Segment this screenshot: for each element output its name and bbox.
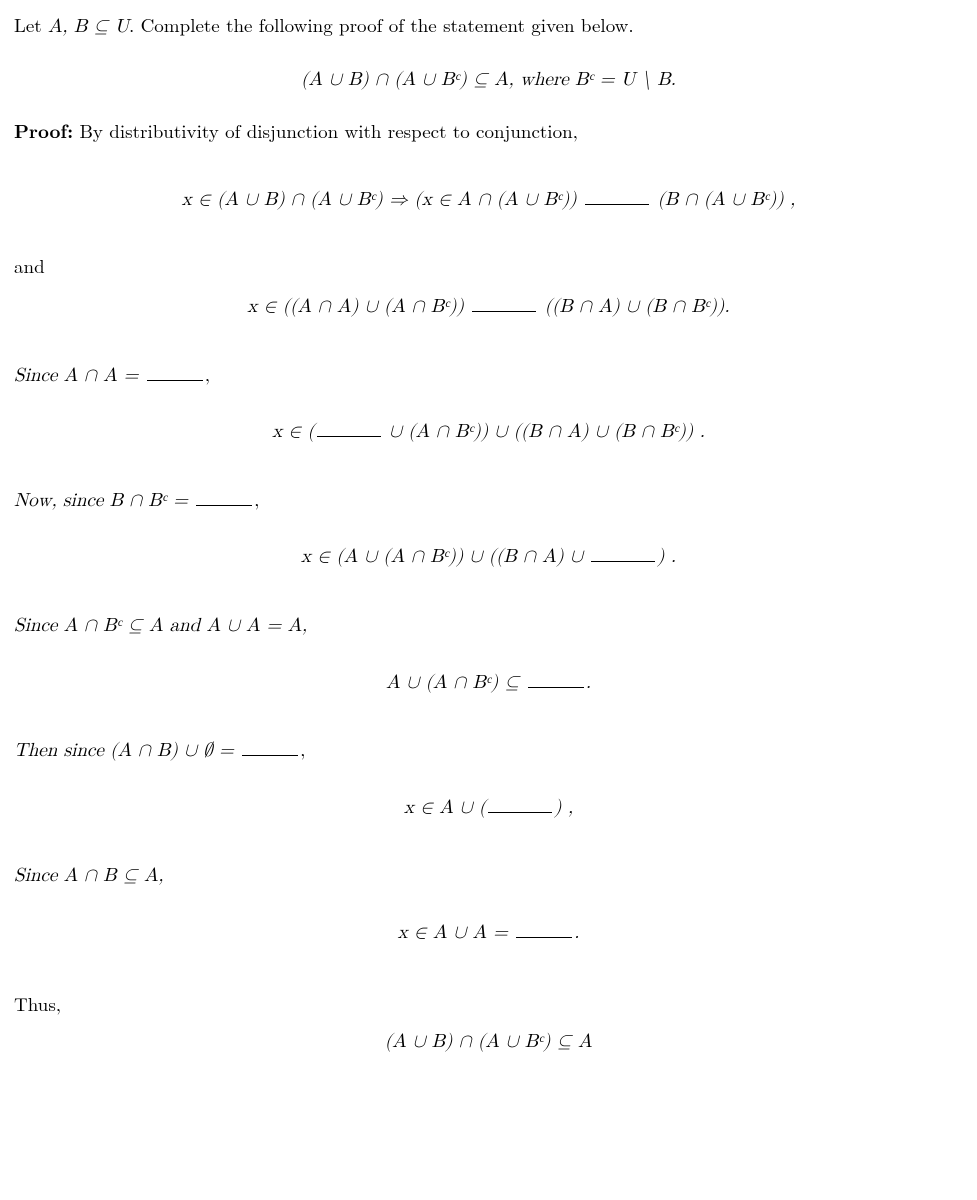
since1-prefix: Since A ∩ A = xyxy=(14,366,145,385)
proof-line-3: x ∈ ( ∪ (A ∩ Bᶜ)) ∪ ((B ∩ A) ∪ (B ∩ Bᶜ))… xyxy=(14,417,963,446)
statement-formula: (A ∪ B) ∩ (A ∪ Bᶜ) ⊆ A, where Bᶜ = U \ B… xyxy=(301,70,676,89)
blank-10[interactable] xyxy=(516,919,572,938)
intro-prefix: Let xyxy=(14,11,48,38)
proof-line-4: x ∈ (A ∪ (A ∩ Bᶜ)) ∪ ((B ∩ A) ∪ ) . xyxy=(14,542,963,571)
proof-line-6: x ∈ A ∪ ( ) , xyxy=(14,793,963,822)
since-1: Since A ∩ A = , xyxy=(14,361,963,390)
since-4: Then since (A ∩ B) ∪ ∅ = , xyxy=(14,736,963,765)
since1-suffix: , xyxy=(205,360,210,387)
since4-prefix: Then since (A ∩ B) ∪ ∅ = xyxy=(14,741,240,760)
conclusion-formula: (A ∪ B) ∩ (A ∪ Bᶜ) ⊆ A xyxy=(385,1032,592,1051)
blank-3[interactable] xyxy=(147,362,203,381)
blank-6[interactable] xyxy=(591,543,655,562)
since5-text: Since A ∩ B ⊆ A, xyxy=(14,866,164,885)
blank-2[interactable] xyxy=(472,293,536,312)
line7-right: . xyxy=(574,923,579,942)
thus-label: Thus, xyxy=(14,991,963,1018)
statement: (A ∪ B) ∩ (A ∪ Bᶜ) ⊆ A, where Bᶜ = U \ B… xyxy=(14,65,963,94)
proof-label: Proof: xyxy=(14,116,73,144)
blank-5[interactable] xyxy=(196,487,252,506)
since2-prefix: Now, since B ∩ Bᶜ = xyxy=(14,491,194,510)
line5-right: . xyxy=(586,673,591,692)
since2-suffix: , xyxy=(254,485,259,512)
proof-intro-line: Proof: By distributivity of disjunction … xyxy=(14,117,963,145)
blank-4[interactable] xyxy=(317,418,381,437)
blank-7[interactable] xyxy=(528,669,584,688)
line6-right: ) , xyxy=(554,798,573,817)
blank-1[interactable] xyxy=(585,186,649,205)
since3-text: Since A ∩ Bᶜ ⊆ A and A ∪ A = A, xyxy=(14,616,307,635)
line5-left: A ∪ (A ∩ Bᶜ) ⊆ xyxy=(386,673,526,692)
since4-suffix: , xyxy=(300,735,305,762)
intro-sets: A, B ⊆ U xyxy=(48,17,129,36)
line4-left: x ∈ (A ∪ (A ∩ Bᶜ)) ∪ ((B ∩ A) ∪ xyxy=(301,547,589,566)
proof-line-2: x ∈ ((A ∩ A) ∪ (A ∩ Bᶜ)) ((B ∩ A) ∪ (B ∩… xyxy=(14,292,963,321)
line7-left: x ∈ A ∪ A = xyxy=(398,923,515,942)
blank-9[interactable] xyxy=(488,794,552,813)
proof-intro-text: By distributivity of disjunction with re… xyxy=(73,117,578,144)
and-label: and xyxy=(14,253,963,280)
intro-line: Let A, B ⊆ U. Complete the following pro… xyxy=(14,12,963,41)
line1-right: (B ∩ (A ∪ Bᶜ)) , xyxy=(651,190,795,209)
blank-8[interactable] xyxy=(242,737,298,756)
since-3: Since A ∩ Bᶜ ⊆ A and A ∪ A = A, xyxy=(14,611,963,640)
line4-right: ) . xyxy=(657,547,676,566)
since-5: Since A ∩ B ⊆ A, xyxy=(14,861,963,890)
line3-right: ∪ (A ∩ Bᶜ)) ∪ ((B ∩ A) ∪ (B ∩ Bᶜ)) . xyxy=(383,422,705,441)
line3-left: x ∈ ( xyxy=(272,422,315,441)
proof-line-5: A ∪ (A ∩ Bᶜ) ⊆ . xyxy=(14,668,963,697)
proof-line-7: x ∈ A ∪ A = . xyxy=(14,918,963,947)
conclusion: (A ∪ B) ∩ (A ∪ Bᶜ) ⊆ A xyxy=(14,1027,963,1056)
line2-left: x ∈ ((A ∩ A) ∪ (A ∩ Bᶜ)) xyxy=(247,297,470,316)
line1-left: x ∈ (A ∪ B) ∩ (A ∪ Bᶜ) ⇒ (x ∈ A ∩ (A ∪ B… xyxy=(182,190,583,209)
line6-left: x ∈ A ∪ ( xyxy=(404,798,486,817)
proof-line-1: x ∈ (A ∪ B) ∩ (A ∪ Bᶜ) ⇒ (x ∈ A ∩ (A ∪ B… xyxy=(14,185,963,214)
intro-rest: . Complete the following proof of the st… xyxy=(129,11,634,38)
line2-right: ((B ∩ A) ∪ (B ∩ Bᶜ)). xyxy=(538,297,729,316)
since-2: Now, since B ∩ Bᶜ = , xyxy=(14,486,963,515)
